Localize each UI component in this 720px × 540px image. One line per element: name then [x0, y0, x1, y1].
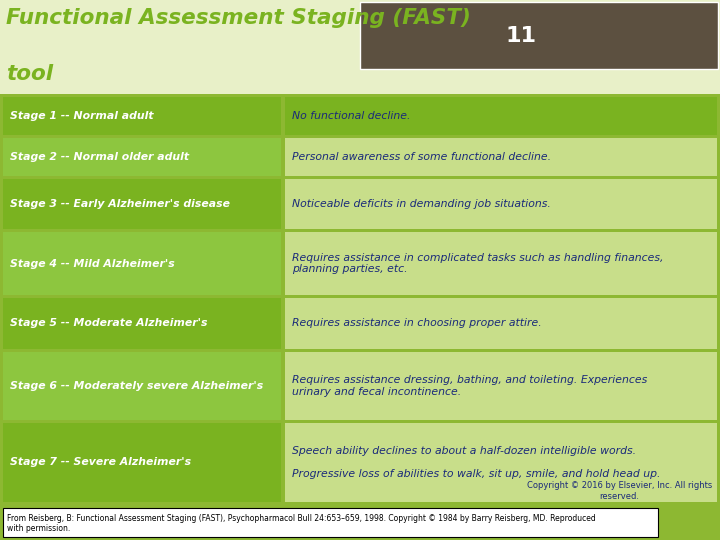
Text: tool: tool [6, 64, 53, 84]
Bar [3, 298, 281, 349]
Text: Stage 5 -- Moderate Alzheimer's: Stage 5 -- Moderate Alzheimer's [10, 318, 207, 328]
Bar [0, 0, 720, 94]
Bar [3, 179, 281, 230]
Bar [285, 352, 717, 420]
Text: Stage 6 -- Moderately severe Alzheimer's: Stage 6 -- Moderately severe Alzheimer's [10, 381, 264, 391]
Bar [285, 233, 717, 295]
Text: Stage 3 -- Early Alzheimer's disease: Stage 3 -- Early Alzheimer's disease [10, 199, 230, 209]
Text: From Reisberg, B: Functional Assessment Staging (FAST), Psychopharmacol Bull 24:: From Reisberg, B: Functional Assessment … [7, 514, 595, 533]
Bar [285, 138, 717, 176]
Text: Functional Assessment Staging (FAST): Functional Assessment Staging (FAST) [6, 8, 471, 28]
Bar [3, 508, 658, 537]
Bar [285, 423, 717, 502]
Bar [360, 2, 718, 69]
Bar [285, 97, 717, 135]
Bar [3, 423, 281, 502]
Text: Personal awareness of some functional decline.: Personal awareness of some functional de… [292, 152, 551, 161]
Bar [3, 352, 281, 420]
Text: Requires assistance in complicated tasks such as handling finances,
planning par: Requires assistance in complicated tasks… [292, 253, 664, 274]
Text: Stage 2 -- Normal older adult: Stage 2 -- Normal older adult [10, 152, 189, 161]
Text: Stage 1 -- Normal adult: Stage 1 -- Normal adult [10, 111, 153, 121]
Text: 11: 11 [505, 25, 536, 45]
Bar [285, 179, 717, 230]
Text: Stage 4 -- Mild Alzheimer's: Stage 4 -- Mild Alzheimer's [10, 259, 175, 268]
Text: No functional decline.: No functional decline. [292, 111, 410, 121]
Text: Requires assistance in choosing proper attire.: Requires assistance in choosing proper a… [292, 318, 541, 328]
Bar [3, 138, 281, 176]
Text: Copyright © 2016 by Elsevier, Inc. All rights
reserved.: Copyright © 2016 by Elsevier, Inc. All r… [527, 481, 712, 501]
Text: Stage 7 -- Severe Alzheimer's: Stage 7 -- Severe Alzheimer's [10, 457, 191, 467]
Text: Requires assistance dressing, bathing, and toileting. Experiences
urinary and fe: Requires assistance dressing, bathing, a… [292, 375, 647, 396]
Bar [3, 233, 281, 295]
Text: Speech ability declines to about a half-dozen intelligible words.

Progressive l: Speech ability declines to about a half-… [292, 446, 660, 479]
Text: Noticeable deficits in demanding job situations.: Noticeable deficits in demanding job sit… [292, 199, 551, 209]
Bar [285, 298, 717, 349]
Bar [3, 97, 281, 135]
